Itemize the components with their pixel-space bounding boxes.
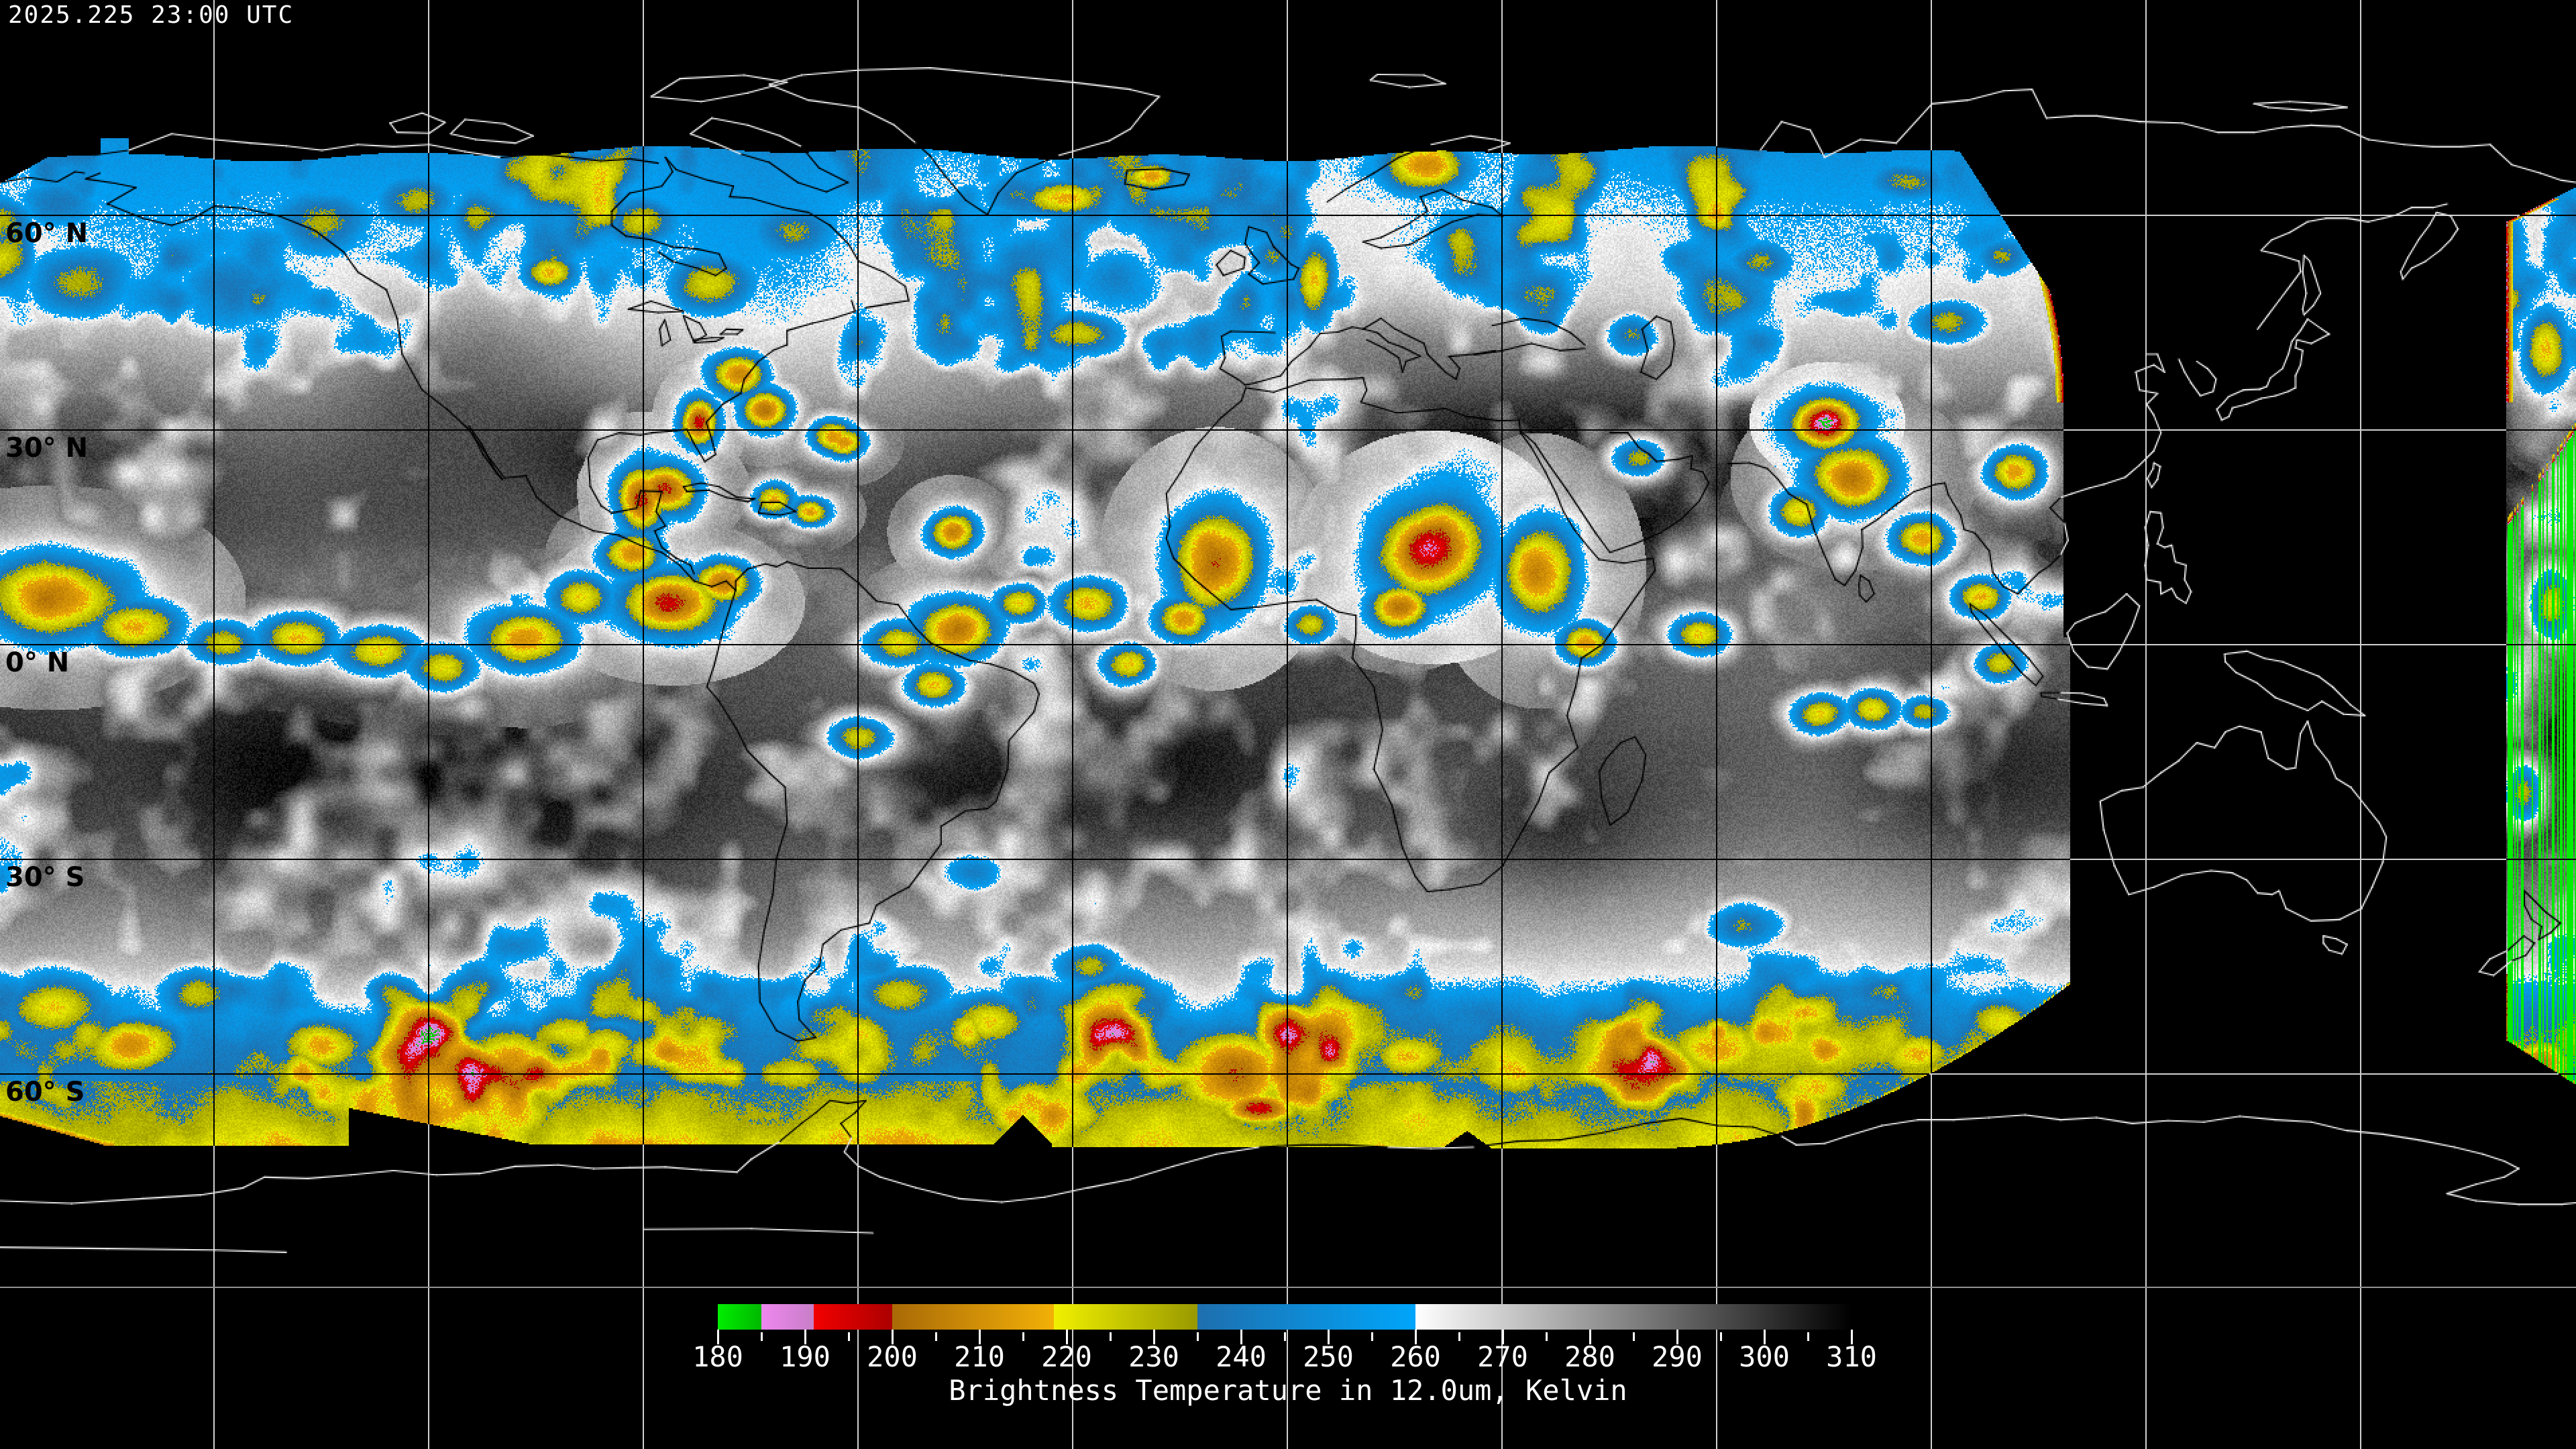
lat-label-30n: 30° N [5,433,89,464]
lat-label-60n: 60° N [5,218,89,249]
lat-label-60s: 60° S [5,1077,85,1108]
timestamp: 2025.225 23:00 UTC [8,1,294,29]
lat-label-0n: 0° N [5,647,70,678]
lat-label-30s: 30° S [5,862,85,893]
